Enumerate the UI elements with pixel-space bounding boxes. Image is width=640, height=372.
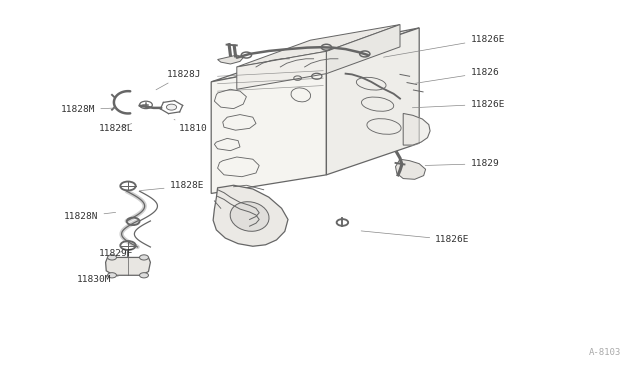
Text: 11828N: 11828N (64, 212, 116, 221)
Text: 11826E: 11826E (412, 100, 505, 109)
Polygon shape (237, 25, 400, 67)
Text: 11830M: 11830M (77, 275, 118, 284)
Polygon shape (396, 159, 426, 179)
Circle shape (140, 255, 148, 260)
Text: 11828J: 11828J (156, 70, 201, 90)
Circle shape (108, 255, 116, 260)
Polygon shape (213, 185, 288, 246)
Circle shape (166, 104, 177, 110)
Text: 11810: 11810 (174, 119, 208, 133)
Circle shape (108, 273, 116, 278)
Text: 11828L: 11828L (99, 124, 134, 133)
Polygon shape (106, 257, 150, 275)
Polygon shape (211, 28, 419, 82)
Circle shape (140, 273, 148, 278)
Ellipse shape (230, 202, 269, 231)
Polygon shape (211, 60, 326, 193)
Text: 11826E: 11826E (361, 231, 470, 244)
Text: 11826E: 11826E (383, 35, 505, 57)
Text: 11829: 11829 (425, 159, 499, 168)
Polygon shape (326, 25, 400, 74)
Text: 11826: 11826 (415, 68, 499, 83)
Polygon shape (403, 113, 430, 145)
Polygon shape (218, 55, 243, 64)
Polygon shape (237, 51, 326, 89)
Text: 11829F: 11829F (99, 249, 134, 258)
Text: 11828E: 11828E (140, 182, 204, 190)
Polygon shape (326, 28, 419, 175)
Text: 11828M: 11828M (61, 105, 116, 114)
Text: A-8103: A-8103 (589, 348, 621, 357)
